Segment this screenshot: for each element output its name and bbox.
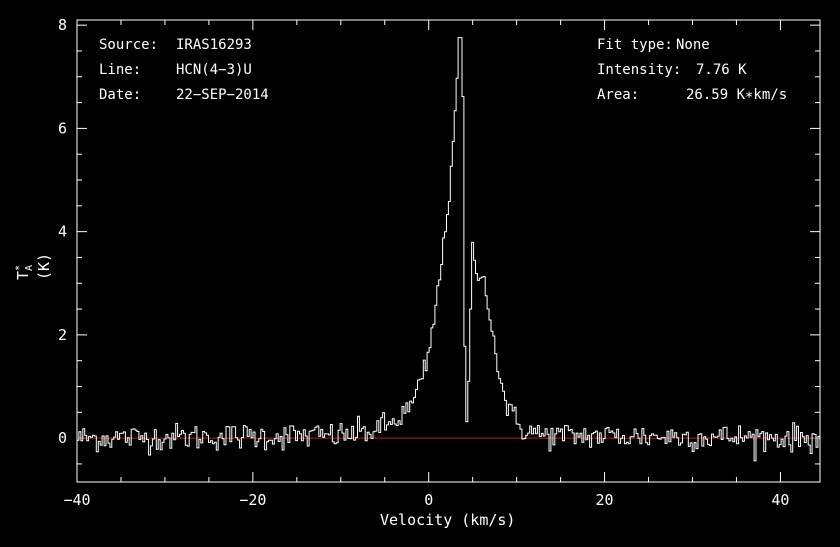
intensity-value: 7.76 K xyxy=(696,62,747,78)
date-label: Date: xyxy=(99,87,142,103)
y-axis-label-unit: (K) xyxy=(35,252,53,280)
fit-type-label: Fit type: xyxy=(597,37,673,53)
plot-frame xyxy=(76,19,821,483)
line-value: HCN(4−3)U xyxy=(176,62,252,78)
axis-tick-labels: −40 −20 0 20 40 0 2 4 6 8 xyxy=(58,16,789,509)
source-label: Source: xyxy=(99,37,159,53)
fit-type-value: None xyxy=(676,37,710,53)
y-tick-label: 4 xyxy=(58,223,67,241)
y-tick-label: 6 xyxy=(58,119,67,137)
source-value: IRAS16293 xyxy=(176,37,252,53)
spectrum-line xyxy=(77,37,821,462)
x-axis-label: Velocity (km/s) xyxy=(380,511,516,529)
y-tick-label: 2 xyxy=(58,326,67,344)
area-label: Area: xyxy=(597,87,640,103)
line-label: Line: xyxy=(99,62,142,78)
y-tick-label: 0 xyxy=(58,429,67,447)
y-tick-label: 8 xyxy=(58,16,67,34)
x-tick-label: 20 xyxy=(596,491,614,509)
y-axis-label-sub: A xyxy=(24,264,35,271)
y-axis-label-symbol: T xyxy=(14,270,32,280)
x-tick-label: −40 xyxy=(63,491,90,509)
x-tick-label: 40 xyxy=(771,491,789,509)
intensity-label: Intensity: xyxy=(597,62,682,78)
date-value: 22−SEP−2014 xyxy=(176,87,269,103)
x-tick-label: −20 xyxy=(239,491,266,509)
x-tick-label: 0 xyxy=(424,491,433,509)
y-axis-label: T*A (K) xyxy=(14,240,54,280)
area-value: 26.59 K∗km/s xyxy=(686,87,788,103)
